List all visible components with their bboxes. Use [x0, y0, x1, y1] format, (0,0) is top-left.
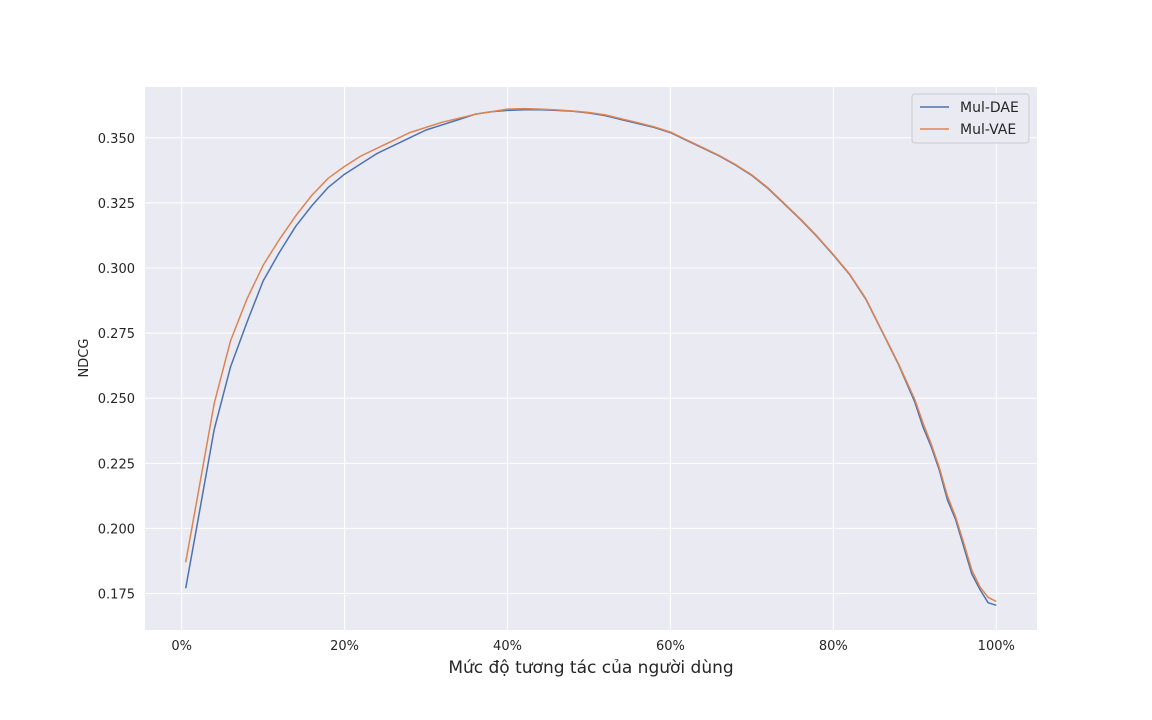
x-axis-ticks: 0% 20% 40% 60% 80% 100% — [171, 639, 1015, 654]
grid-lines — [145, 87, 1037, 630]
series-layer — [184, 107, 997, 607]
x-tick-label: 40% — [493, 639, 522, 654]
x-tick-label: 20% — [330, 639, 359, 654]
plot-area — [145, 87, 1037, 630]
y-tick-label: 0.225 — [98, 457, 135, 472]
legend: Mul-DAE Mul-VAE — [911, 93, 1030, 144]
x-tick-label: 100% — [978, 639, 1015, 654]
x-tick-label: 80% — [819, 639, 848, 654]
x-tick-label: 0% — [171, 639, 192, 654]
series-line-mul-dae — [184, 108, 997, 607]
y-tick-label: 0.250 — [98, 392, 135, 407]
y-tick-label: 0.325 — [98, 197, 135, 212]
y-tick-label: 0.300 — [98, 262, 135, 277]
legend-label-mul-vae: Mul-VAE — [960, 122, 1016, 138]
y-tick-label: 0.200 — [98, 522, 135, 537]
x-axis-label: Mức độ tương tác của người dùng — [448, 658, 733, 678]
y-tick-label: 0.350 — [98, 132, 135, 147]
series-line-mul-vae — [184, 107, 997, 603]
y-axis-ticks: 0.175 0.200 0.225 0.250 0.275 0.300 0.325 0.350 — [98, 132, 135, 603]
y-tick-label: 0.275 — [98, 327, 135, 342]
legend-label-mul-dae: Mul-DAE — [960, 100, 1019, 116]
x-tick-label: 60% — [656, 639, 685, 654]
y-axis-label: NDCG — [77, 339, 92, 378]
y-tick-label: 0.175 — [98, 588, 135, 603]
